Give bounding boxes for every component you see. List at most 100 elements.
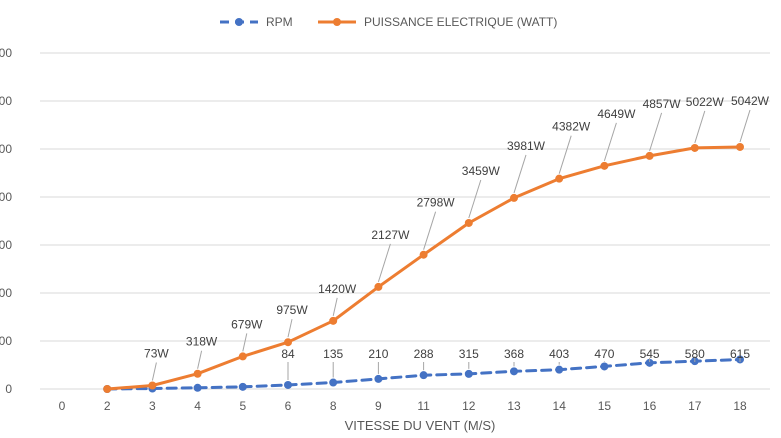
x-tick-label: 12 <box>462 399 476 413</box>
data-label-puissance: 4857W <box>643 97 682 111</box>
data-point-rpm <box>419 371 428 380</box>
data-point-rpm <box>193 383 202 392</box>
data-label-puissance: 4649W <box>597 107 636 121</box>
y-tick-label: 3000 <box>0 238 12 252</box>
data-label-rpm: 315 <box>459 347 479 361</box>
x-tick-label: 2 <box>104 399 111 413</box>
data-label-puissance: 73W <box>144 346 169 360</box>
data-point-puissance <box>690 143 699 152</box>
legend-swatch-marker <box>333 18 341 26</box>
data-point-puissance <box>374 282 383 291</box>
data-label-rpm: 84 <box>281 347 295 361</box>
data-point-puissance <box>736 142 744 151</box>
label-leader-puissance <box>649 112 663 152</box>
x-tick-label: 3 <box>149 399 156 413</box>
data-label-rpm: 135 <box>323 347 343 361</box>
data-label-puissance: 3459W <box>462 164 501 178</box>
data-point-rpm <box>238 382 247 391</box>
data-label-puissance: 318W <box>186 335 218 349</box>
label-leader-puissance <box>468 179 482 219</box>
x-tick-label: 4 <box>194 399 201 413</box>
legend-label: RPM <box>266 15 293 29</box>
data-point-rpm <box>600 362 609 371</box>
data-point-rpm <box>645 358 654 367</box>
data-label-puissance: 5022W <box>686 95 725 109</box>
x-axis-ticks: 0 2 3 4 5 6 8 9 11 12 13 14 15 16 17 18 <box>59 399 747 413</box>
data-point-puissance <box>148 381 157 390</box>
data-label-rpm: 210 <box>368 347 388 361</box>
data-label-rpm: 403 <box>549 347 569 361</box>
data-label-puissance: 2127W <box>371 228 410 242</box>
label-leader-puissance <box>197 350 203 369</box>
label-leader-puissance <box>242 333 248 352</box>
x-tick-label: 18 <box>733 399 747 413</box>
data-label-rpm: 368 <box>504 347 524 361</box>
label-leader-puissance <box>423 211 437 250</box>
x-tick-label: 0 <box>59 399 66 413</box>
data-label-puissance: 679W <box>231 317 263 331</box>
data-point-rpm <box>510 367 518 376</box>
y-tick-label: 5000 <box>0 142 12 156</box>
data-point-rpm <box>464 369 473 378</box>
y-tick-label: 1000 <box>0 334 12 348</box>
data-label-puissance: 5042W <box>731 94 770 108</box>
data-point-puissance <box>464 218 473 227</box>
y-tick-label: 6000 <box>0 94 12 108</box>
y-tick-label: 0 <box>5 382 12 396</box>
data-point-puissance <box>329 316 338 325</box>
data-label-puissance: 975W <box>276 303 308 317</box>
data-point-rpm <box>374 374 383 383</box>
label-leader-puissance <box>739 109 751 143</box>
x-tick-label: 11 <box>417 399 430 413</box>
label-leader-puissance <box>513 154 527 194</box>
x-tick-label: 17 <box>688 399 702 413</box>
data-point-puissance <box>193 369 202 378</box>
x-tick-label: 8 <box>330 399 337 413</box>
gridlines <box>40 52 770 390</box>
x-tick-label: 15 <box>598 399 612 413</box>
data-label-rpm: 545 <box>640 347 660 361</box>
data-point-rpm <box>284 380 292 389</box>
data-point-puissance <box>238 352 247 361</box>
data-point-puissance <box>419 250 428 259</box>
data-label-puissance: 1420W <box>318 282 357 296</box>
data-point-puissance <box>103 385 112 393</box>
y-tick-label: 2000 <box>0 286 12 300</box>
data-label-puissance: 4382W <box>552 120 591 134</box>
y-axis-ticks: 0 1000 2000 3000 4000 5000 6000 7000 <box>0 46 12 396</box>
data-label-puissance: 2798W <box>417 196 456 210</box>
x-tick-label: 14 <box>553 399 567 413</box>
label-leader-puissance <box>151 362 157 381</box>
series-layer <box>103 142 744 393</box>
label-leader-puissance <box>377 243 391 283</box>
data-point-rpm <box>555 365 564 374</box>
data-label-rpm: 288 <box>414 347 434 361</box>
x-tick-label: 6 <box>285 399 292 413</box>
label-leader-puissance <box>558 135 572 174</box>
data-label-rpm: 470 <box>594 347 614 361</box>
label-leader-puissance <box>603 122 617 161</box>
y-tick-label: 7000 <box>0 46 12 60</box>
data-point-puissance <box>645 151 654 160</box>
data-label-rpm: 580 <box>685 347 705 361</box>
data-point-puissance <box>600 161 609 170</box>
label-leader-puissance <box>287 319 293 338</box>
x-tick-label: 16 <box>643 399 657 413</box>
data-point-puissance <box>510 193 518 202</box>
x-tick-label: 13 <box>507 399 521 413</box>
x-axis-title: VITESSE DU VENT (M/S) <box>345 418 496 433</box>
y-tick-label: 4000 <box>0 190 12 204</box>
data-label-puissance: 3981W <box>507 139 546 153</box>
x-tick-label: 5 <box>239 399 246 413</box>
data-point-rpm <box>329 378 338 387</box>
x-tick-label: 9 <box>375 399 382 413</box>
data-label-rpm: 615 <box>730 347 750 361</box>
data-point-puissance <box>284 338 292 347</box>
legend-swatch-marker <box>235 18 243 26</box>
label-leader-puissance <box>694 110 706 144</box>
legend-label: PUISSANCE ELECTRIQUE (WATT) <box>364 15 557 29</box>
data-point-puissance <box>555 174 564 183</box>
data-labels: 84 135 210 288 315 368 403 470 545 580 615 73W 318W 6… <box>144 94 770 381</box>
label-leader-puissance <box>332 297 338 316</box>
